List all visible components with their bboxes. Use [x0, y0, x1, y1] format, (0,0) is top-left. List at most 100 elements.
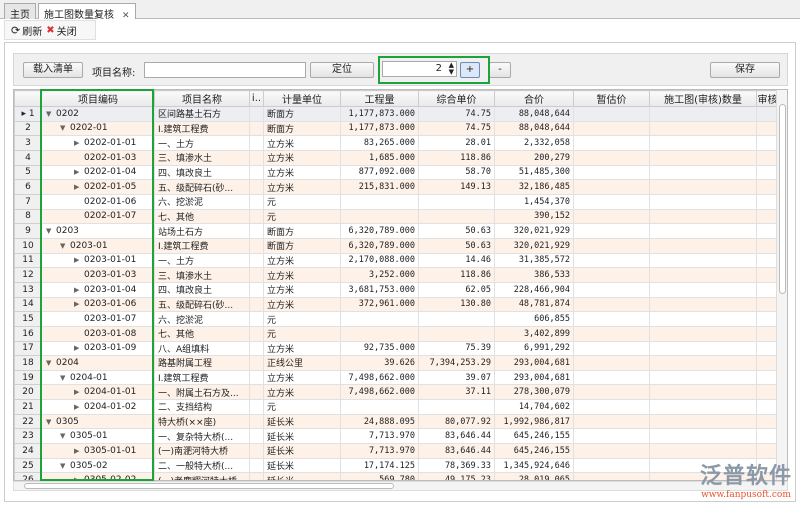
column-header[interactable]: 工程量 — [340, 90, 419, 107]
code-cell[interactable]: ▼ 0204-01 — [41, 369, 155, 386]
table-row[interactable]: 20 ▶ 0204-01-01 一、附属土石方及... 立方米 7,498,662.000… — [14, 384, 779, 401]
row-number[interactable]: 12 — [14, 267, 42, 283]
row-number[interactable]: 14 — [14, 296, 42, 313]
name-cell[interactable]: 三、填渗水土 — [154, 267, 250, 283]
expand-arrow-icon[interactable]: ▶ — [74, 476, 80, 481]
estimate-cell[interactable] — [573, 325, 650, 342]
column-header[interactable]: 综合单价 — [418, 90, 495, 107]
unit-cell[interactable]: 元 — [263, 311, 341, 327]
price-cell[interactable]: 28.01 — [418, 135, 495, 151]
quantity-cell[interactable]: 215,831.000 — [340, 179, 419, 195]
quantity-cell[interactable]: 6,320,789.000 — [340, 237, 419, 254]
flag-cell[interactable] — [249, 208, 264, 225]
quantity-cell[interactable]: 3,681,753.000 — [340, 281, 419, 298]
collapse-arrow-icon[interactable]: ▼ — [60, 373, 66, 382]
total-cell[interactable]: 293,004,681 — [494, 355, 574, 371]
code-cell[interactable]: 0203-01-08 — [41, 325, 155, 342]
name-cell[interactable]: 一、附属土石方及... — [154, 384, 250, 401]
code-cell[interactable]: ▼ 0202 — [41, 106, 155, 122]
name-cell[interactable]: 三、填渗水土 — [154, 149, 250, 166]
total-cell[interactable]: 606,855 — [494, 311, 574, 327]
unit-cell[interactable]: 元 — [263, 399, 341, 415]
quantity-cell[interactable] — [340, 208, 419, 225]
row-number[interactable]: 6 — [14, 179, 42, 195]
column-header[interactable]: 合价 — [494, 90, 574, 107]
name-cell[interactable]: 特大桥(××座) — [154, 413, 250, 430]
code-cell[interactable]: ▶ 0203-01-09 — [41, 340, 155, 357]
estimate-cell[interactable] — [573, 311, 650, 327]
price-cell[interactable]: 58.70 — [418, 164, 495, 181]
code-cell[interactable]: ▶ 0204-01-01 — [41, 384, 155, 401]
unit-cell[interactable]: 延长米 — [263, 443, 341, 459]
name-cell[interactable]: Ⅰ.建筑工程费 — [154, 369, 250, 386]
table-row[interactable]: 2 ▼ 0202-01 Ⅰ.建筑工程费 断面方 1,177,873.000 74.75 88,… — [14, 120, 779, 137]
review-qty-cell[interactable] — [649, 193, 757, 210]
code-cell[interactable]: ▶ 0203-01-04 — [41, 281, 155, 298]
estimate-cell[interactable] — [573, 340, 650, 357]
spin-icon[interactable]: ▲ ▼ — [448, 61, 454, 76]
column-header[interactable] — [14, 90, 42, 107]
flag-cell[interactable] — [249, 193, 264, 210]
name-cell[interactable]: Ⅰ.建筑工程费 — [154, 120, 250, 137]
locate-button[interactable]: 定位 — [310, 62, 374, 78]
save-button[interactable]: 保存 — [710, 62, 780, 78]
estimate-cell[interactable] — [573, 384, 650, 401]
collapse-arrow-icon[interactable]: ▼ — [60, 461, 66, 470]
unit-cell[interactable]: 立方米 — [263, 149, 341, 166]
table-row[interactable]: 24 ▶ 0305-01-01 (一)南淝河特大桥 延长米 7,713.970 83,646… — [14, 443, 779, 459]
total-cell[interactable]: 1,992,986,817 — [494, 413, 574, 430]
unit-cell[interactable]: 立方米 — [263, 135, 341, 151]
expand-arrow-icon[interactable]: ▶ — [74, 446, 80, 455]
review-qty-cell[interactable] — [649, 179, 757, 195]
unit-cell[interactable]: 立方米 — [263, 340, 341, 357]
unit-cell[interactable]: 断面方 — [263, 106, 341, 122]
unit-cell[interactable]: 立方米 — [263, 296, 341, 313]
total-cell[interactable]: 320,021,929 — [494, 237, 574, 254]
unit-cell[interactable]: 立方米 — [263, 267, 341, 283]
unit-cell[interactable]: 立方米 — [263, 164, 341, 181]
total-cell[interactable]: 51,485,300 — [494, 164, 574, 181]
price-cell[interactable]: 74.75 — [418, 120, 495, 137]
flag-cell[interactable] — [249, 267, 264, 283]
expand-arrow-icon[interactable]: ▶ — [74, 168, 80, 177]
row-number[interactable]: ▸ 1 — [14, 106, 42, 122]
quantity-cell[interactable]: 3,252.000 — [340, 267, 419, 283]
review-qty-cell[interactable] — [649, 267, 757, 283]
total-cell[interactable]: 3,402,899 — [494, 325, 574, 342]
flag-cell[interactable] — [249, 472, 264, 480]
total-cell[interactable]: 32,186,485 — [494, 179, 574, 195]
column-header[interactable]: i.. — [249, 90, 264, 107]
name-cell[interactable]: Ⅰ.建筑工程费 — [154, 237, 250, 254]
code-cell[interactable]: 0203-01-07 — [41, 311, 155, 327]
review-qty-cell[interactable] — [649, 355, 757, 371]
table-row[interactable]: 22 ▼ 0305 特大桥(××座) 延长米 24,888.095 80,077.92 1,9… — [14, 413, 779, 430]
review-cell[interactable] — [756, 179, 779, 195]
expand-level-button[interactable]: + — [460, 62, 480, 78]
row-number[interactable]: 25 — [14, 457, 42, 474]
name-cell[interactable]: (一)老鹿耀河特大桥 — [154, 472, 250, 480]
review-qty-cell[interactable] — [649, 369, 757, 386]
code-cell[interactable]: ▶ 0203-01-06 — [41, 296, 155, 313]
column-header[interactable]: 审核 — [756, 90, 779, 107]
collapse-arrow-icon[interactable]: ▼ — [46, 358, 52, 367]
total-cell[interactable]: 293,004,681 — [494, 369, 574, 386]
estimate-cell[interactable] — [573, 457, 650, 474]
total-cell[interactable]: 14,704,602 — [494, 399, 574, 415]
estimate-cell[interactable] — [573, 428, 650, 445]
flag-cell[interactable] — [249, 311, 264, 327]
estimate-cell[interactable] — [573, 296, 650, 313]
expand-arrow-icon[interactable]: ▶ — [74, 183, 80, 192]
unit-cell[interactable]: 立方米 — [263, 281, 341, 298]
price-cell[interactable] — [418, 399, 495, 415]
code-cell[interactable]: ▶ 0204-01-02 — [41, 399, 155, 415]
code-cell[interactable]: ▼ 0202-01 — [41, 120, 155, 137]
quantity-cell[interactable] — [340, 325, 419, 342]
column-header[interactable]: 计量单位 — [263, 90, 341, 107]
expand-arrow-icon[interactable]: ▶ — [74, 300, 80, 309]
price-cell[interactable]: 14.46 — [418, 252, 495, 269]
flag-cell[interactable] — [249, 135, 264, 151]
review-qty-cell[interactable] — [649, 281, 757, 298]
row-number[interactable]: 20 — [14, 384, 42, 401]
collapse-arrow-icon[interactable]: ▼ — [46, 417, 52, 426]
table-row[interactable]: 4 0202-01-03 三、填渗水土 立方米 1,685.000 118.86 200,2… — [14, 149, 779, 166]
